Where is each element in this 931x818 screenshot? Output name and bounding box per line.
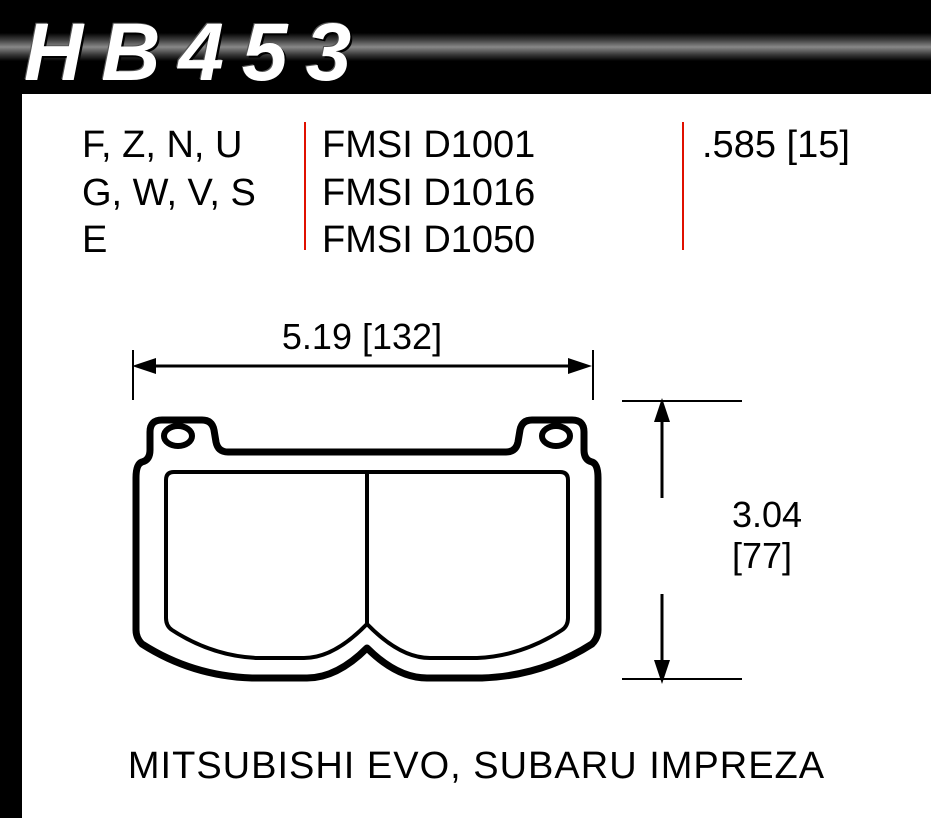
compound-codes: F, Z, N, U G, W, V, S E xyxy=(82,122,292,265)
height-arrow-bottom xyxy=(652,594,672,684)
height-in: 3.04 xyxy=(732,494,802,535)
thickness-spec: .585 [15] xyxy=(702,122,902,170)
part-number: HB453 xyxy=(24,6,369,100)
thickness-in: .585 xyxy=(702,124,776,166)
fmsi-line2: FMSI D1016 xyxy=(322,170,582,218)
thickness-mm: [15] xyxy=(787,124,850,166)
width-mm: [132] xyxy=(362,316,442,357)
content-area: F, Z, N, U G, W, V, S E FMSI D1001 FMSI … xyxy=(22,94,931,818)
brake-pad-outline xyxy=(132,400,602,690)
fmsi-line3: FMSI D1050 xyxy=(322,217,582,265)
fmsi-line1: FMSI D1001 xyxy=(322,122,582,170)
height-tick-bottom xyxy=(622,678,742,680)
compound-line1: F, Z, N, U xyxy=(82,122,292,170)
spec-divider-1 xyxy=(304,122,306,250)
spec-divider-2 xyxy=(682,122,684,250)
width-dimension: 5.19 [132] xyxy=(132,314,592,374)
width-tick-right xyxy=(592,350,594,400)
width-in: 5.19 xyxy=(282,316,352,357)
height-mm: [77] xyxy=(732,535,802,576)
height-dimension: 3.04 [77] xyxy=(652,344,872,704)
diagram: 5.19 [132] xyxy=(82,314,902,724)
frame-left-bar xyxy=(0,94,22,818)
height-arrow-top xyxy=(652,398,672,498)
spec-row: F, Z, N, U G, W, V, S E FMSI D1001 FMSI … xyxy=(82,122,902,262)
height-tick-top xyxy=(622,400,742,402)
width-arrow xyxy=(132,356,592,376)
compound-line3: E xyxy=(82,217,292,265)
fmsi-codes: FMSI D1001 FMSI D1016 FMSI D1050 xyxy=(322,122,582,265)
applications: MITSUBISHI EVO, SUBARU IMPREZA xyxy=(22,745,931,788)
width-tick-left xyxy=(132,350,134,400)
compound-line2: G, W, V, S xyxy=(82,170,292,218)
